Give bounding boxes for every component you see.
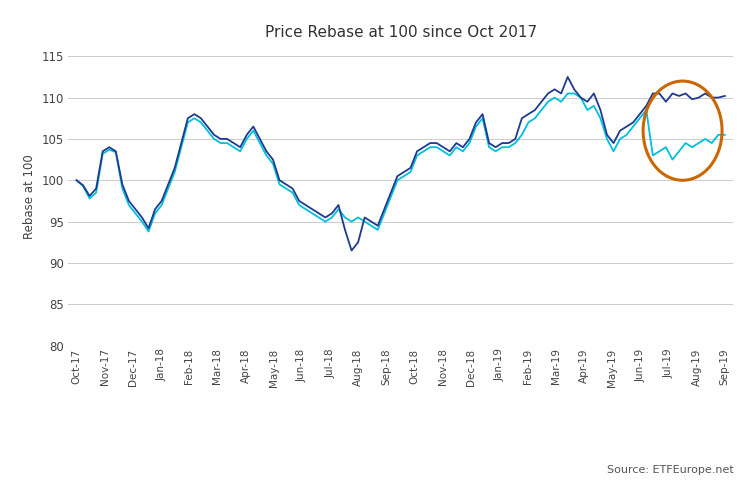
iShares Core FTSE 100 UCITS ETF [413,148,422,154]
iShares Core FTSE 100 UCITS ETF [720,93,730,99]
iShares Core FTSE 100 UCITS ETF [72,178,81,183]
iShares 100 UK Equity Index Fund [413,153,422,158]
iShares Core FTSE 100 UCITS ETF [222,136,231,142]
iShares Core FTSE 100 UCITS ETF [197,115,206,121]
Y-axis label: Rebase at 100: Rebase at 100 [23,155,36,239]
Line: iShares Core FTSE 100 UCITS ETF: iShares Core FTSE 100 UCITS ETF [76,77,725,251]
iShares Core FTSE 100 UCITS ETF [701,91,710,96]
iShares 100 UK Equity Index Fund [465,140,474,146]
Title: Price Rebase at 100 since Oct 2017: Price Rebase at 100 since Oct 2017 [265,25,537,40]
iShares 100 UK Equity Index Fund [681,140,690,146]
iShares Core FTSE 100 UCITS ETF [465,136,474,142]
iShares 100 UK Equity Index Fund [144,228,153,234]
iShares 100 UK Equity Index Fund [720,132,730,138]
iShares 100 UK Equity Index Fund [563,91,572,96]
iShares 100 UK Equity Index Fund [701,136,710,142]
iShares Core FTSE 100 UCITS ETF [681,91,690,96]
iShares Core FTSE 100 UCITS ETF [347,248,356,253]
Line: iShares 100 UK Equity Index Fund: iShares 100 UK Equity Index Fund [76,94,725,231]
iShares 100 UK Equity Index Fund [203,128,212,133]
iShares 100 UK Equity Index Fund [229,144,238,150]
Text: Source: ETFEurope.net: Source: ETFEurope.net [606,465,733,475]
iShares Core FTSE 100 UCITS ETF [563,74,572,80]
iShares 100 UK Equity Index Fund [72,178,81,183]
